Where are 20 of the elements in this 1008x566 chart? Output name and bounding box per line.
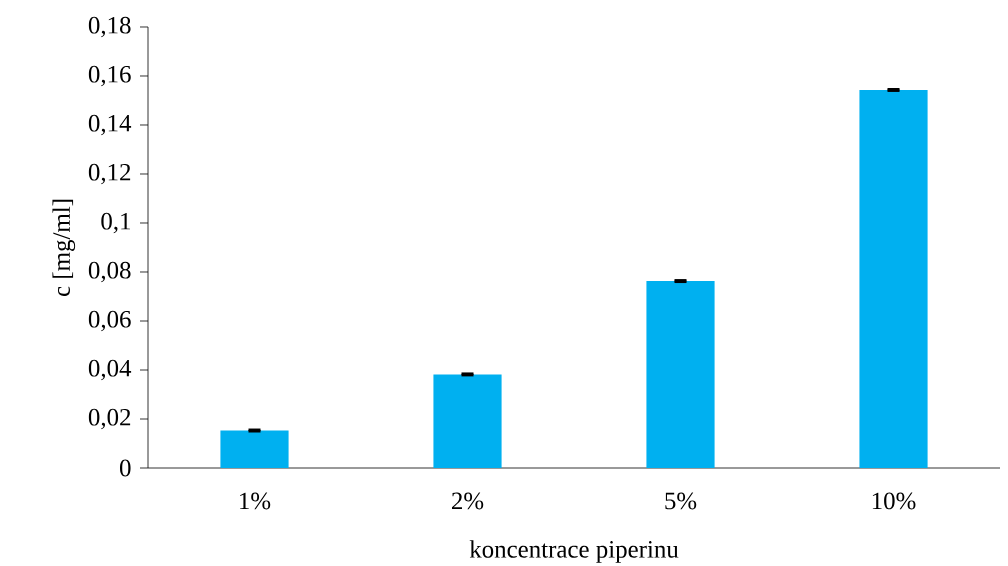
y-tick-label: 0,06 <box>88 310 131 332</box>
bar <box>220 430 289 468</box>
y-tick-label: 0,16 <box>88 65 131 87</box>
y-tick-label: 0,02 <box>88 408 131 430</box>
y-tick-label: 0,12 <box>88 163 131 185</box>
x-tick-label: 1% <box>240 492 271 510</box>
bar <box>646 281 715 468</box>
bar <box>859 89 928 468</box>
x-tick-label: 2% <box>452 492 484 510</box>
y-tick-label: 0,1 <box>101 212 130 234</box>
y-tick-label: 0,04 <box>88 359 132 381</box>
y-tick-label: 0,18 <box>88 16 131 38</box>
y-tick-label: 0,08 <box>88 261 131 283</box>
bar <box>433 374 502 468</box>
y-axis-title: c [mg/ml] <box>52 199 76 296</box>
x-tick-label: 10% <box>872 492 916 510</box>
x-axis-title: koncentrace piperinu <box>469 540 679 563</box>
y-tick-label: 0 <box>120 459 131 477</box>
x-tick-label: 5% <box>665 492 697 510</box>
y-tick-label: 0,14 <box>88 114 132 136</box>
